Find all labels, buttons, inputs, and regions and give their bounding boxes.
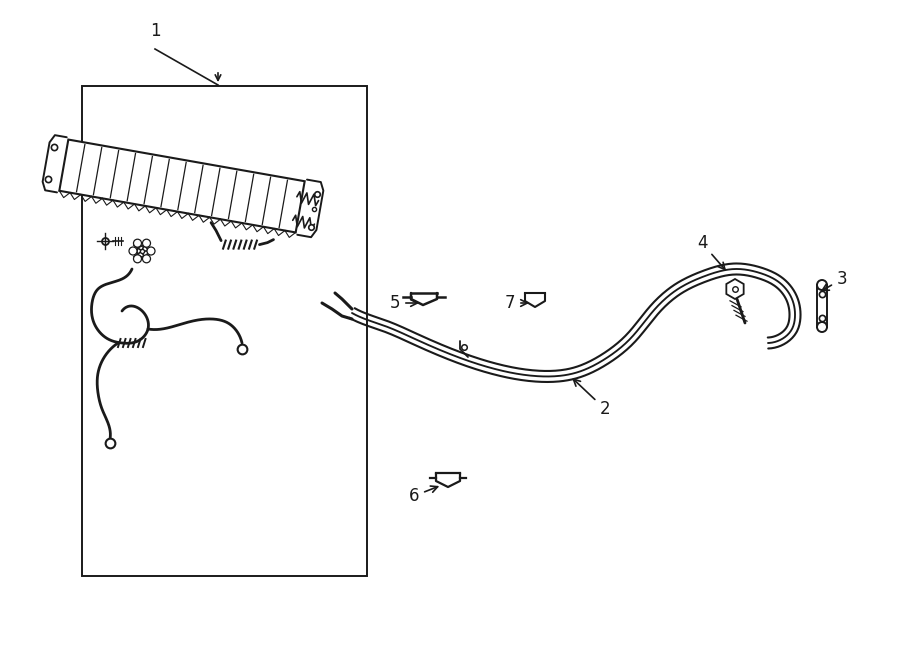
Circle shape	[129, 247, 137, 255]
Text: 7: 7	[505, 294, 527, 312]
Text: 4: 4	[697, 234, 725, 270]
Circle shape	[142, 239, 150, 247]
Circle shape	[817, 322, 827, 332]
Circle shape	[133, 254, 141, 263]
Polygon shape	[59, 139, 305, 233]
Circle shape	[817, 280, 827, 290]
Text: 2: 2	[573, 379, 610, 418]
Text: 3: 3	[822, 270, 847, 291]
Circle shape	[133, 239, 141, 247]
Bar	[817, 285, 827, 327]
Polygon shape	[726, 279, 743, 299]
Circle shape	[147, 247, 155, 255]
Text: 5: 5	[390, 294, 418, 312]
Text: 6: 6	[409, 486, 437, 505]
Bar	[82, 86, 367, 576]
Text: 1: 1	[149, 22, 160, 40]
Circle shape	[142, 254, 150, 263]
